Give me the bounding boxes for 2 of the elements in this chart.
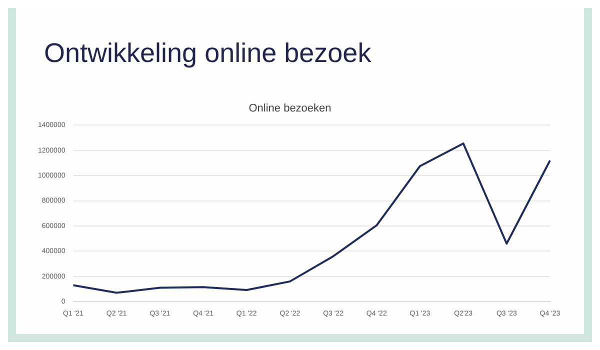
chart-subtitle: Online bezoeken — [248, 102, 332, 115]
chart-title: Ontwikkeling online bezoek — [44, 38, 372, 69]
